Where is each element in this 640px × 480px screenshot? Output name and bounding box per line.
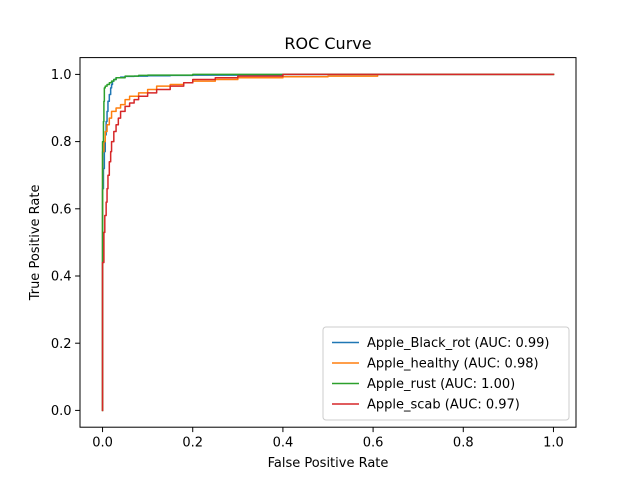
legend: Apple_Black_rot (AUC: 0.99) Apple_healthy…: [322, 326, 570, 421]
x-tick-label: 0.2: [182, 436, 203, 451]
y-tick-label: 0.8: [51, 135, 72, 150]
x-tick-label: 0.8: [453, 436, 474, 451]
legend-entry: Apple_scab (AUC: 0.97): [367, 398, 520, 413]
y-tick-label: 0.4: [51, 270, 72, 285]
legend-entry: Apple_healthy (AUC: 0.98): [367, 357, 539, 372]
y-tick-label: 0.0: [51, 404, 72, 419]
chart-title: ROC Curve: [284, 34, 371, 53]
y-axis-ticks: 0.0 0.2 0.4 0.6 0.8 1.0: [51, 68, 80, 419]
x-axis-ticks: 0.0 0.2 0.4 0.6 0.8 1.0: [92, 427, 564, 451]
series-line-3: [101, 73, 555, 412]
legend-entry: Apple_rust (AUC: 1.00): [367, 377, 515, 392]
legend-entry: Apple_Black_rot (AUC: 0.99): [367, 336, 550, 351]
axes-frame: [79, 57, 577, 428]
x-tick-label: 0.0: [92, 436, 113, 451]
x-tick-label: 0.4: [273, 436, 294, 451]
series-line-4: [101, 73, 555, 412]
y-tick-label: 0.2: [51, 337, 72, 352]
series-layer: [101, 73, 555, 412]
y-tick-label: 0.6: [51, 202, 72, 217]
x-axis-title: False Positive Rate: [268, 456, 389, 471]
legend-box: [322, 326, 570, 421]
x-tick-label: 0.6: [363, 436, 384, 451]
y-axis-title: True Positive Rate: [28, 184, 43, 301]
y-tick-label: 1.0: [51, 68, 72, 83]
x-tick-label: 1.0: [543, 436, 564, 451]
